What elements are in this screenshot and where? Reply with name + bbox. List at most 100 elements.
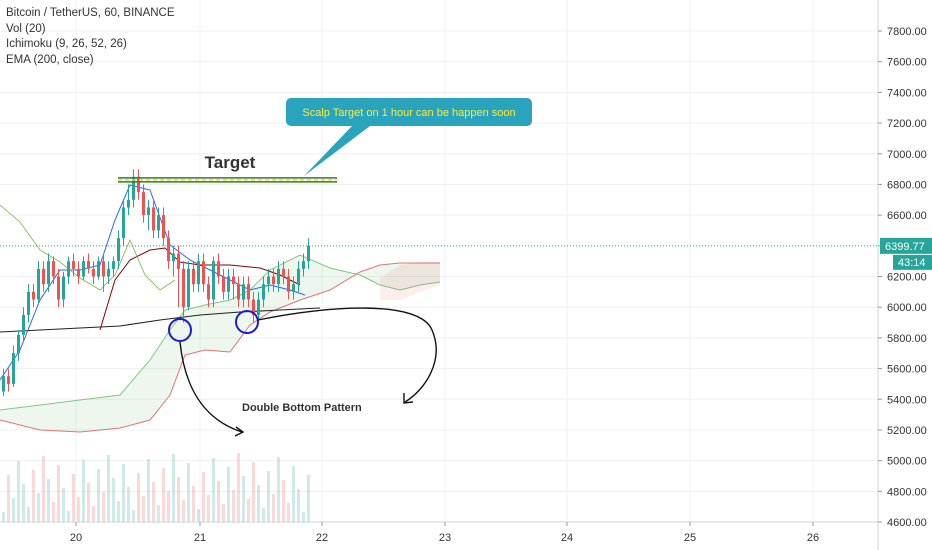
- volume-bar: [62, 488, 65, 522]
- volume-bar: [117, 501, 120, 522]
- current-price-label: 6399.77: [885, 241, 925, 253]
- drawing-overlay: Target Scalp Target on 1 hour can be happ…: [0, 98, 878, 437]
- candle-body: [67, 261, 70, 277]
- price-tick-label: 7000.00: [887, 149, 927, 161]
- grid-lines: [0, 0, 878, 523]
- candle-body: [102, 261, 105, 277]
- volume-bar: [122, 464, 125, 522]
- candle-body: [162, 215, 165, 239]
- candle-body: [22, 314, 25, 335]
- volume-bar: [307, 475, 310, 522]
- target-label: Target: [205, 153, 256, 172]
- volume-bars: [2, 453, 310, 522]
- candle-body: [262, 284, 265, 300]
- candle-body: [222, 276, 225, 292]
- candle-body: [172, 253, 175, 262]
- candle-body: [77, 268, 80, 277]
- candle-body: [177, 253, 180, 269]
- legend-ema[interactable]: EMA (200, close): [6, 53, 94, 66]
- candle-body: [282, 268, 285, 277]
- volume-bar: [272, 494, 275, 522]
- volume-bar: [2, 512, 5, 522]
- candle-body: [292, 284, 295, 292]
- legend-symbol[interactable]: Bitcoin / TetherUS, 60, BINANCE: [6, 7, 175, 19]
- candle-body: [42, 268, 45, 285]
- candle-body: [2, 376, 5, 392]
- time-tick-label: 26: [807, 532, 819, 544]
- candle-body: [92, 268, 95, 277]
- volume-bar: [222, 504, 225, 522]
- volume-bar: [302, 512, 305, 522]
- current-price-box: [880, 237, 932, 254]
- legend-ichimoku[interactable]: Ichimoku (9, 26, 52, 26): [6, 38, 127, 50]
- ichimoku-cloud: [0, 254, 441, 433]
- candle-body: [257, 299, 260, 315]
- volume-bar: [212, 458, 215, 522]
- volume-bar: [182, 500, 185, 522]
- candle-body: [12, 353, 15, 384]
- callout-box: [286, 98, 532, 126]
- time-tick-label: 22: [316, 532, 328, 544]
- price-tick-label: 5800.00: [887, 333, 927, 345]
- candle-body: [252, 299, 255, 315]
- candle-body: [247, 284, 250, 300]
- volume-bar: [242, 476, 245, 522]
- candle-body: [72, 261, 75, 269]
- volume-bar: [262, 508, 265, 522]
- volume-bar: [162, 468, 165, 522]
- candle-body: [117, 238, 120, 262]
- arrow-head-1: [234, 426, 245, 437]
- senkou-b: [0, 262, 440, 433]
- volume-bar: [77, 497, 80, 522]
- volume-bar: [292, 466, 295, 522]
- time-tick-label: 25: [684, 532, 696, 544]
- volume-bar: [207, 495, 210, 522]
- volume-bar: [147, 459, 150, 522]
- bottom-circle-2: [235, 310, 259, 334]
- volume-bar: [42, 456, 45, 522]
- volume-bar: [257, 485, 260, 522]
- callout-pointer: [304, 126, 370, 176]
- candle-body: [277, 268, 280, 285]
- volume-bar: [57, 465, 60, 522]
- volume-bar: [32, 470, 35, 522]
- volume-bar: [22, 484, 25, 522]
- candle-body: [182, 268, 185, 308]
- volume-bar: [187, 463, 190, 522]
- ema-200: [0, 307, 321, 333]
- candle-body: [207, 284, 210, 300]
- indicator-legend: Bitcoin / TetherUS, 60, BINANCE Vol (20)…: [6, 6, 175, 68]
- volume-bar: [52, 502, 55, 522]
- legend-vol[interactable]: Vol (20): [6, 22, 46, 35]
- candle-body: [37, 268, 40, 300]
- candle-body: [32, 291, 35, 300]
- price-tick-label: 7800.00: [887, 26, 927, 38]
- candle-body: [307, 245, 310, 262]
- volume-bar: [157, 505, 160, 522]
- countdown-label: 43:14: [898, 257, 926, 269]
- candle-body: [227, 276, 230, 292]
- candle-body: [242, 284, 245, 300]
- volume-bar: [217, 481, 220, 522]
- time-tick-label: 20: [70, 532, 82, 544]
- candlesticks: [2, 169, 310, 397]
- price-tick-label: 7200.00: [887, 118, 927, 130]
- volume-bar: [47, 479, 50, 522]
- chikou-span: [0, 204, 176, 291]
- volume-bar: [107, 455, 110, 522]
- candle-body: [202, 261, 205, 285]
- candle-body: [217, 261, 220, 277]
- candle-body: [107, 268, 110, 277]
- countdown-box: [893, 254, 932, 270]
- arrow-curve-1: [179, 341, 243, 433]
- volume-bar: [177, 477, 180, 522]
- volume-bar: [7, 475, 10, 522]
- volume-bar: [127, 487, 130, 522]
- volume-bar: [237, 453, 240, 522]
- volume-bar: [247, 499, 250, 522]
- volume-bar: [72, 474, 75, 522]
- volume-bar: [17, 461, 20, 522]
- volume-bar: [27, 507, 30, 522]
